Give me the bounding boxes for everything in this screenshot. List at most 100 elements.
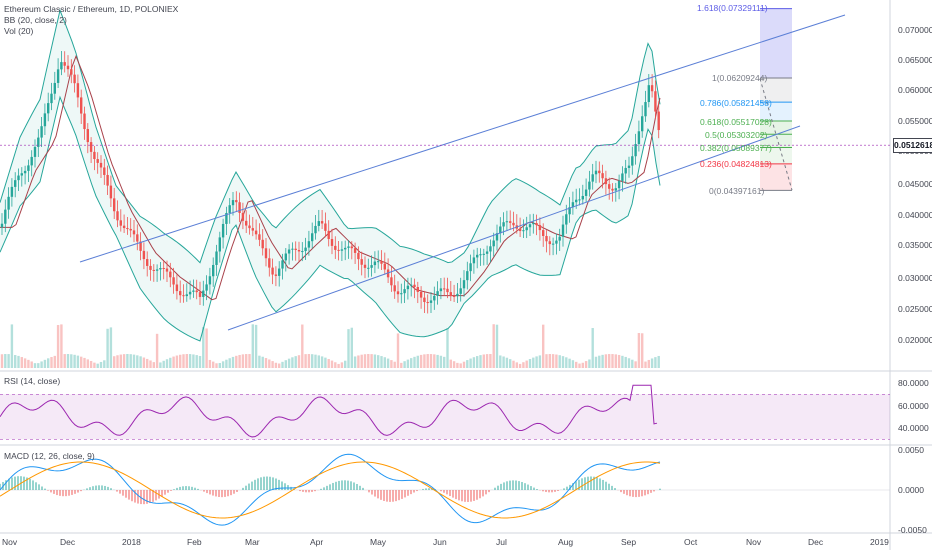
- candle-body: [353, 248, 357, 253]
- macd-histogram-bar: [227, 490, 229, 497]
- macd-signal-line: [0, 461, 661, 519]
- candle-body: [499, 226, 502, 234]
- volume-bar: [195, 355, 198, 368]
- volume-bar: [548, 354, 551, 368]
- macd-histogram-bar: [146, 490, 148, 504]
- macd-histogram-bar: [377, 490, 379, 499]
- macd-indicator-label[interactable]: MACD (12, 26, close, 9): [4, 451, 95, 461]
- fib-level-label[interactable]: 0.5(0.05303202): [705, 130, 768, 140]
- volume-bar: [330, 360, 334, 368]
- time-axis-label: Jul: [496, 537, 507, 547]
- fib-level-label[interactable]: 0.236(0.04824813): [700, 159, 772, 169]
- candle-body: [50, 93, 53, 104]
- fib-level-label[interactable]: 0.382(0.05089377): [700, 143, 772, 153]
- candle-body: [505, 221, 509, 223]
- volume-bar: [231, 356, 235, 368]
- volume-bar: [142, 357, 146, 368]
- volume-bar: [485, 354, 489, 368]
- trend-line-lower: [227, 125, 801, 331]
- bollinger-lower: [0, 95, 661, 342]
- volume-bar: [165, 359, 169, 368]
- volume-bar: [122, 354, 126, 368]
- candle-body: [20, 173, 23, 176]
- price-axis-label: 0.06500000: [898, 55, 932, 65]
- volume-bar: [545, 354, 548, 368]
- volume-bar: [647, 359, 650, 368]
- candle-body: [129, 228, 132, 231]
- macd-histogram-bar: [575, 481, 577, 490]
- volume-bar: [400, 362, 403, 368]
- fib-level-label[interactable]: 0(0.04397161): [709, 186, 765, 196]
- candle-body: [482, 253, 485, 255]
- volume-bar: [337, 363, 340, 368]
- macd-histogram-bar: [41, 486, 43, 490]
- macd-histogram-bar: [17, 476, 19, 490]
- bb-indicator-label[interactable]: BB (20, close, 2): [4, 15, 67, 25]
- macd-histogram-bar: [278, 479, 280, 490]
- macd-histogram-bar: [122, 490, 124, 496]
- candle-body: [136, 234, 139, 242]
- fib-level-label[interactable]: 0.786(0.05821458): [700, 98, 772, 108]
- time-axis-label: 2019: [870, 537, 889, 547]
- candle-body: [83, 113, 86, 130]
- rsi-indicator-label[interactable]: RSI (14, close): [4, 376, 61, 386]
- macd-histogram-bar: [530, 486, 532, 490]
- fib-zone: [760, 102, 792, 121]
- candle-body: [528, 224, 532, 228]
- candle-body: [611, 188, 614, 191]
- macd-histogram-bar: [470, 490, 472, 502]
- candle-body: [70, 69, 73, 75]
- candle-body: [231, 200, 235, 206]
- candle-body: [99, 162, 103, 168]
- candle-body: [254, 230, 258, 235]
- macd-histogram-bar: [107, 486, 109, 490]
- volume-bar: [53, 355, 56, 368]
- volume-bar: [261, 356, 264, 368]
- volume-bar: [410, 358, 413, 368]
- macd-histogram-bar: [506, 481, 508, 490]
- volume-bar: [7, 354, 10, 368]
- volume-bar: [456, 362, 459, 368]
- volume-bar: [27, 359, 30, 368]
- macd-histogram-bar: [482, 490, 484, 497]
- volume-indicator-label[interactable]: Vol (20): [4, 26, 34, 36]
- macd-histogram-bar: [194, 487, 196, 490]
- time-axis-label: Aug: [558, 537, 574, 547]
- macd-histogram-bar: [428, 488, 430, 490]
- volume-bar: [373, 354, 377, 368]
- volume-bar: [565, 357, 568, 368]
- volume-bar: [50, 357, 53, 368]
- candle-body: [294, 248, 297, 251]
- candle-body: [96, 159, 99, 163]
- candle-body: [235, 200, 238, 203]
- volume-bar: [495, 324, 499, 368]
- volume-bar: [291, 357, 294, 368]
- volume-bar: [317, 355, 320, 368]
- volume-bar: [512, 360, 515, 368]
- candle-body: [76, 83, 80, 98]
- macd-histogram-bar: [167, 490, 169, 493]
- volume-bar: [551, 354, 555, 368]
- volume-bar: [76, 355, 80, 368]
- candle-body: [10, 186, 14, 197]
- macd-histogram-bar: [44, 488, 46, 490]
- volume-bar: [443, 356, 446, 368]
- volume-bar: [238, 354, 241, 368]
- volume-bar: [360, 354, 363, 368]
- fib-level-label[interactable]: 1(0.06209244): [712, 73, 768, 83]
- candle-body: [93, 151, 96, 160]
- volume-bar: [621, 355, 624, 368]
- fib-level-label[interactable]: 1.618(0.07329111): [697, 3, 768, 13]
- candle-body: [218, 237, 221, 252]
- fib-trend-line: [759, 78, 793, 191]
- volume-bar: [172, 356, 175, 368]
- macd-histogram-bar: [101, 485, 103, 490]
- fib-level-label[interactable]: 0.618(0.05517028): [700, 117, 772, 127]
- candle-body: [258, 234, 261, 240]
- macd-histogram-bar: [137, 490, 139, 504]
- macd-histogram-bar: [215, 490, 217, 497]
- time-axis-label: May: [370, 537, 387, 547]
- candle-body: [287, 249, 291, 254]
- macd-histogram-bar: [236, 490, 238, 492]
